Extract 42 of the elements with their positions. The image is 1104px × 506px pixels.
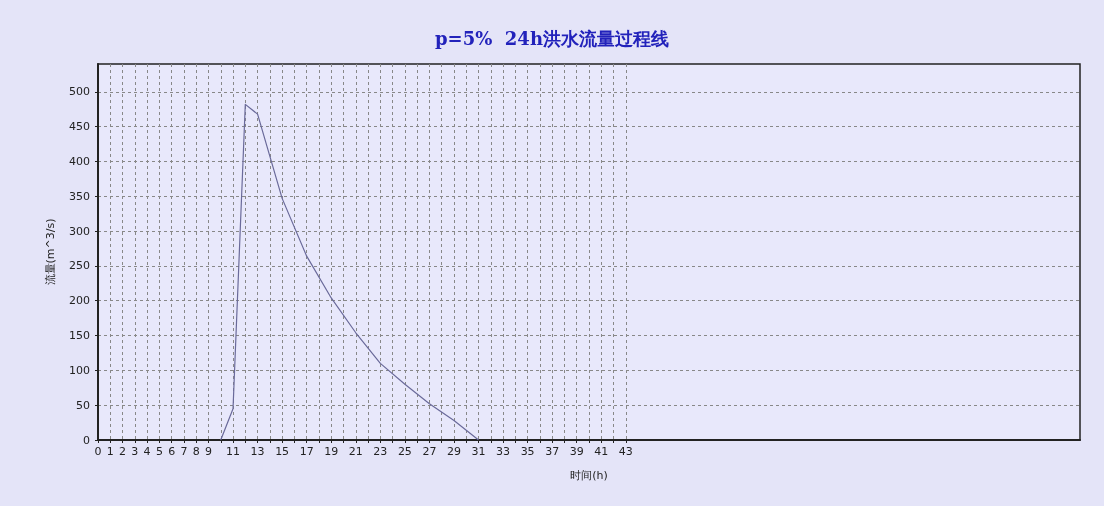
x-tick-label: 2	[119, 445, 127, 458]
x-tick-label: 21	[348, 445, 363, 458]
x-tick-label: 4	[143, 445, 151, 458]
x-tick-label: 43	[618, 445, 633, 458]
y-tick-label: 50	[76, 398, 90, 412]
x-tick-label: 35	[520, 445, 535, 458]
line-series	[220, 103, 480, 441]
x-tick-label: 15	[275, 445, 290, 458]
x-tick-label: 29	[446, 445, 461, 458]
x-tick-label: 11	[226, 445, 241, 458]
x-tick-label: 1	[106, 445, 114, 458]
x-tick-label: 7	[180, 445, 188, 458]
x-tick-label: 3	[131, 445, 139, 458]
x-tick-label: 23	[373, 445, 388, 458]
x-tick-label: 9	[204, 445, 212, 458]
x-tick-label: 19	[324, 445, 339, 458]
y-tick-label: 250	[69, 259, 90, 273]
x-tick-label: 27	[422, 445, 437, 458]
y-tick-label: 150	[69, 329, 90, 343]
x-tick-label: 41	[594, 445, 609, 458]
y-tick-label: 0	[83, 433, 90, 447]
y-tick-label: 350	[69, 189, 90, 203]
y-axis-title: 流量(m^3/s)	[44, 218, 57, 286]
x-tick-label: 31	[471, 445, 486, 458]
x-axis-title: 时间(h)	[570, 469, 608, 482]
x-tick-label: 8	[192, 445, 200, 458]
x-tick-label: 13	[250, 445, 265, 458]
chart-title: p=5% 24h洪水流量过程线	[435, 27, 669, 49]
x-tick-label: 33	[496, 445, 511, 458]
y-tick-label: 500	[69, 85, 90, 99]
x-tick-label: 5	[155, 445, 163, 458]
y-tick-label: 300	[69, 224, 90, 238]
x-tick-label: 25	[397, 445, 412, 458]
y-tick-label: 450	[69, 120, 90, 134]
x-tick-label: 37	[545, 445, 560, 458]
y-tick-label: 400	[69, 154, 90, 168]
y-tick-label: 200	[69, 294, 90, 308]
y-tick-label: 100	[69, 363, 90, 377]
x-tick-label: 17	[299, 445, 314, 458]
x-tick-label: 6	[168, 445, 176, 458]
x-tick-label: 0	[94, 445, 102, 458]
x-tick-label: 39	[569, 445, 584, 458]
